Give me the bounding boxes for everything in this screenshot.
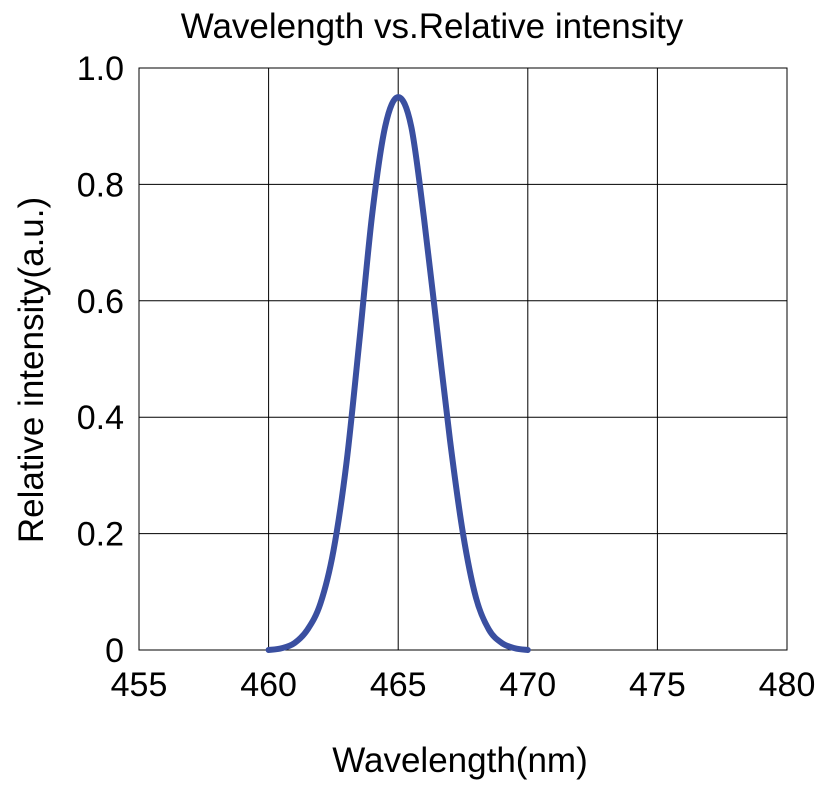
x-tick-label-0: 455 (111, 666, 168, 704)
plot-area (138, 67, 788, 651)
x-tick-label-5: 480 (759, 666, 816, 704)
x-tick-label-4: 475 (629, 666, 686, 704)
y-tick-label-3: 0.6 (77, 283, 124, 321)
x-axis-title: Wavelength(nm) (332, 741, 587, 780)
y-tick-label-5: 1.0 (77, 50, 124, 88)
y-tick-label-0: 0 (105, 632, 124, 670)
series-line (265, 94, 531, 653)
chart-title: Wavelength vs.Relative intensity (181, 7, 684, 46)
grid (139, 68, 787, 650)
y-tick-label-2: 0.4 (77, 399, 124, 437)
x-tick-label-1: 460 (240, 666, 297, 704)
x-tick-labels: 455 460 465 470 475 480 (111, 666, 816, 704)
y-tick-label-1: 0.2 (77, 516, 124, 554)
y-tick-label-4: 0.8 (77, 166, 124, 204)
x-tick-label-3: 470 (499, 666, 556, 704)
x-tick-label-2: 465 (370, 666, 427, 704)
y-tick-labels: 0 0.2 0.4 0.6 0.8 1.0 (77, 50, 124, 670)
y-axis-title: Relative intensity(a.u.) (12, 197, 51, 543)
